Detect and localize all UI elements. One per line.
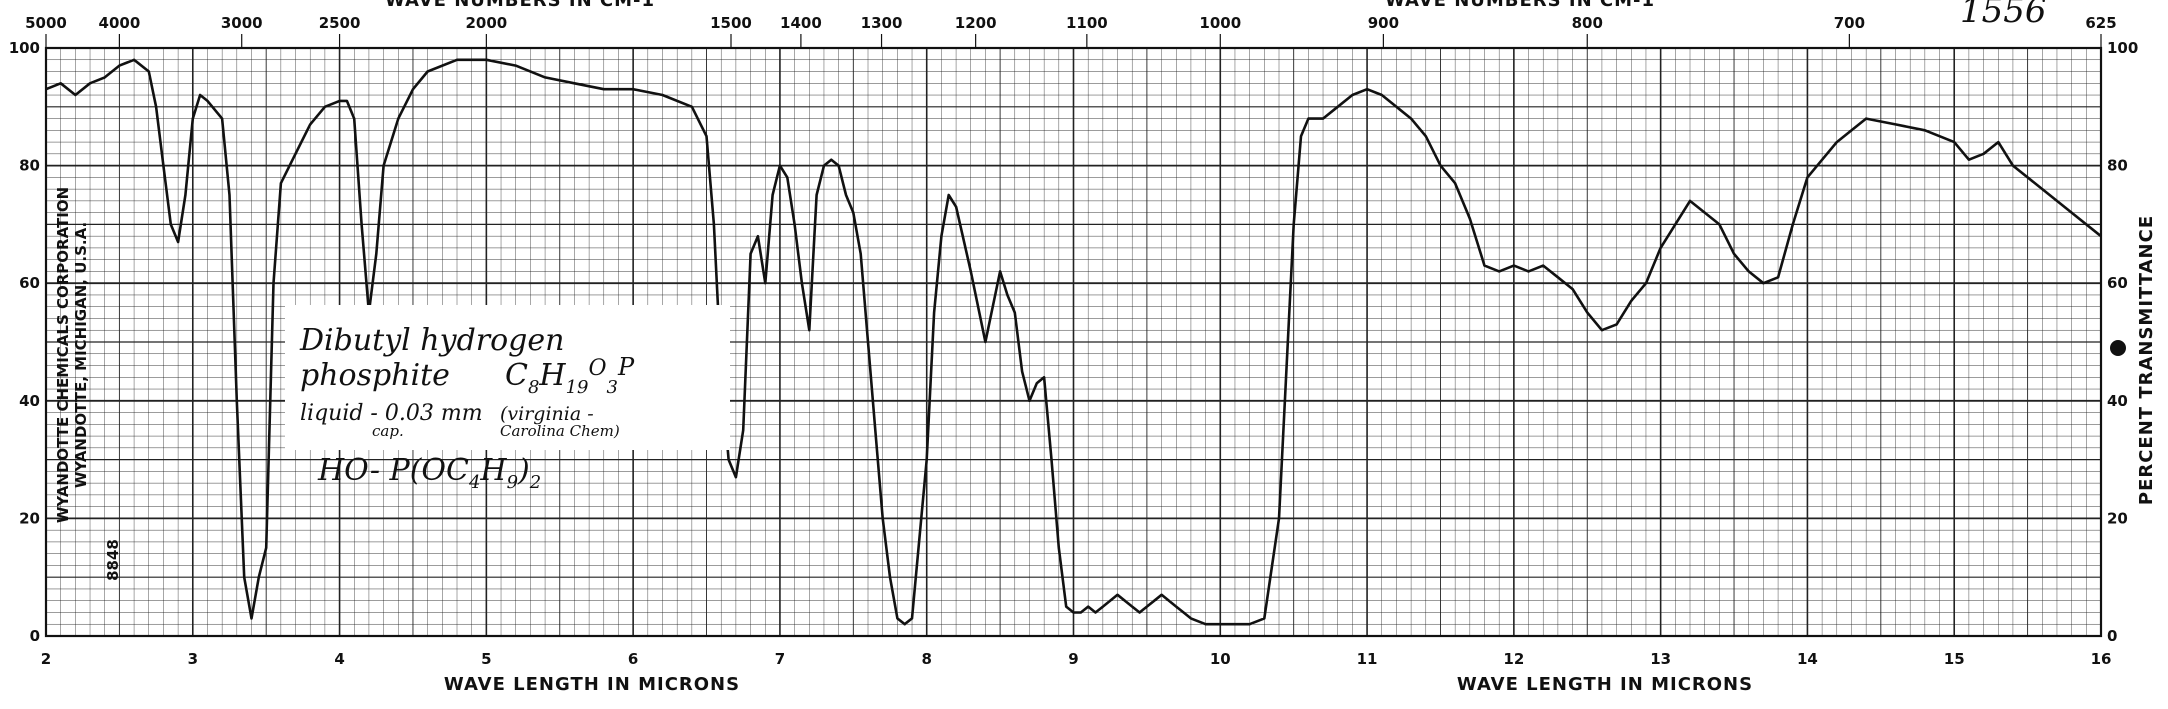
sample-source-1: (virginia - [500,403,594,425]
top-tick-label: 1300 [861,14,903,32]
top-tick-label: 5000 [25,14,67,32]
compound-name-line2: phosphite [300,358,450,393]
molecular-formula: C8H19O3P [505,353,635,398]
top-tick-label: 800 [1572,14,1603,32]
annotation-box [285,305,730,450]
top-tick-label: 700 [1834,14,1865,32]
top-tick-label: 1200 [955,14,997,32]
formula-p: P [617,353,635,381]
formula-o-sub: 3 [607,377,618,398]
x-tick-label: 15 [1944,650,1965,668]
x-tick-label: 12 [1503,650,1524,668]
y-tick-label-left: 20 [19,509,40,527]
y-tick-label-right: 0 [2107,627,2117,645]
sample-annotation: Dibutyl hydrogen phosphite C8H19O3P liqu… [285,305,730,493]
spectrum-number: 1556 [1960,0,2047,31]
formula-h: H [538,358,566,393]
x-tick-label: 8 [921,650,931,668]
y-tick-label-left: 100 [9,39,40,57]
y-tick-label-right: 60 [2107,274,2128,292]
corporation-name: WYANDOTTE CHEMICALS CORPORATION [54,187,72,523]
x-tick-label: 9 [1068,650,1078,668]
top-tick-label: 2500 [319,14,361,32]
top-axis-label-left: WAVE NUMBERS IN CM-1 [385,0,655,11]
x-axis-label-left: WAVE LENGTH IN MICRONS [444,674,740,695]
x-tick-label: 6 [628,650,638,668]
top-tick-label: 625 [2085,14,2116,32]
top-tick-label: 1500 [710,14,752,32]
top-tick-label: 3000 [221,14,263,32]
compound-name-line1: Dibutyl hydrogen [299,323,564,358]
formula-h-sub: 19 [566,377,589,398]
structure-close: ) [517,453,530,488]
y-tick-label-left: 0 [30,627,40,645]
plot-frame [44,46,2103,638]
formula-c-sub: 8 [528,377,539,398]
y-tick-label-left: 80 [19,157,40,175]
x-tick-label: 4 [334,650,344,668]
x-tick-label: 16 [2091,650,2112,668]
sample-condition: liquid - 0.03 mm [300,401,483,426]
y-tick-label-left: 40 [19,392,40,410]
y-tick-label-right: 80 [2107,157,2128,175]
x-tick-label: 13 [1650,650,1671,668]
right-margin-dot [2110,340,2126,356]
top-tick-label: 1100 [1066,14,1108,32]
structure-sub-1: 4 [468,472,480,493]
top-axis-label-right: WAVE NUMBERS IN CM-1 [1385,0,1655,11]
structure-sub-2: 9 [507,472,518,493]
x-tick-label: 3 [188,650,198,668]
formula-c: C [505,358,528,393]
structure-h: H [479,453,507,488]
top-tick-label: 1000 [1199,14,1241,32]
x-tick-label: 5 [481,650,491,668]
corporation-location: WYANDOTTE, MICHIGAN, U.S.A. [72,222,90,488]
y-axis-label: PERCENT TRANSMITTANCE [2136,215,2157,505]
y-tick-label-left: 60 [19,274,40,292]
chart-ticks: 2 3 4 5 6 7 8 9 10 11 12 13 14 15 16020406080100020406… [9,14,2139,668]
y-tick-label-right: 100 [2107,39,2138,57]
x-tick-label: 2 [41,650,51,668]
top-tick-label: 1400 [780,14,822,32]
structural-formula: HO- P(OC4H9)2 [317,453,541,493]
formula-o: O [589,356,607,381]
sample-source-2: Carolina Chem) [500,422,620,440]
spectrum-line [45,58,2102,626]
sheet-code: 8848 [104,539,122,581]
x-tick-label: 7 [775,650,785,668]
top-tick-label: 2000 [465,14,507,32]
x-axis-label-right: WAVE LENGTH IN MICRONS [1457,674,1753,695]
structure-start: HO- P(OC [317,453,469,488]
sample-condition-cap: cap. [372,422,404,440]
x-tick-label: 14 [1797,650,1818,668]
y-tick-label-right: 20 [2107,509,2128,527]
structure-sub-3: 2 [529,472,541,493]
x-tick-label: 11 [1357,650,1378,668]
top-tick-label: 4000 [99,14,141,32]
top-tick-label: 900 [1368,14,1399,32]
x-tick-label: 10 [1210,650,1231,668]
y-tick-label-right: 40 [2107,392,2128,410]
